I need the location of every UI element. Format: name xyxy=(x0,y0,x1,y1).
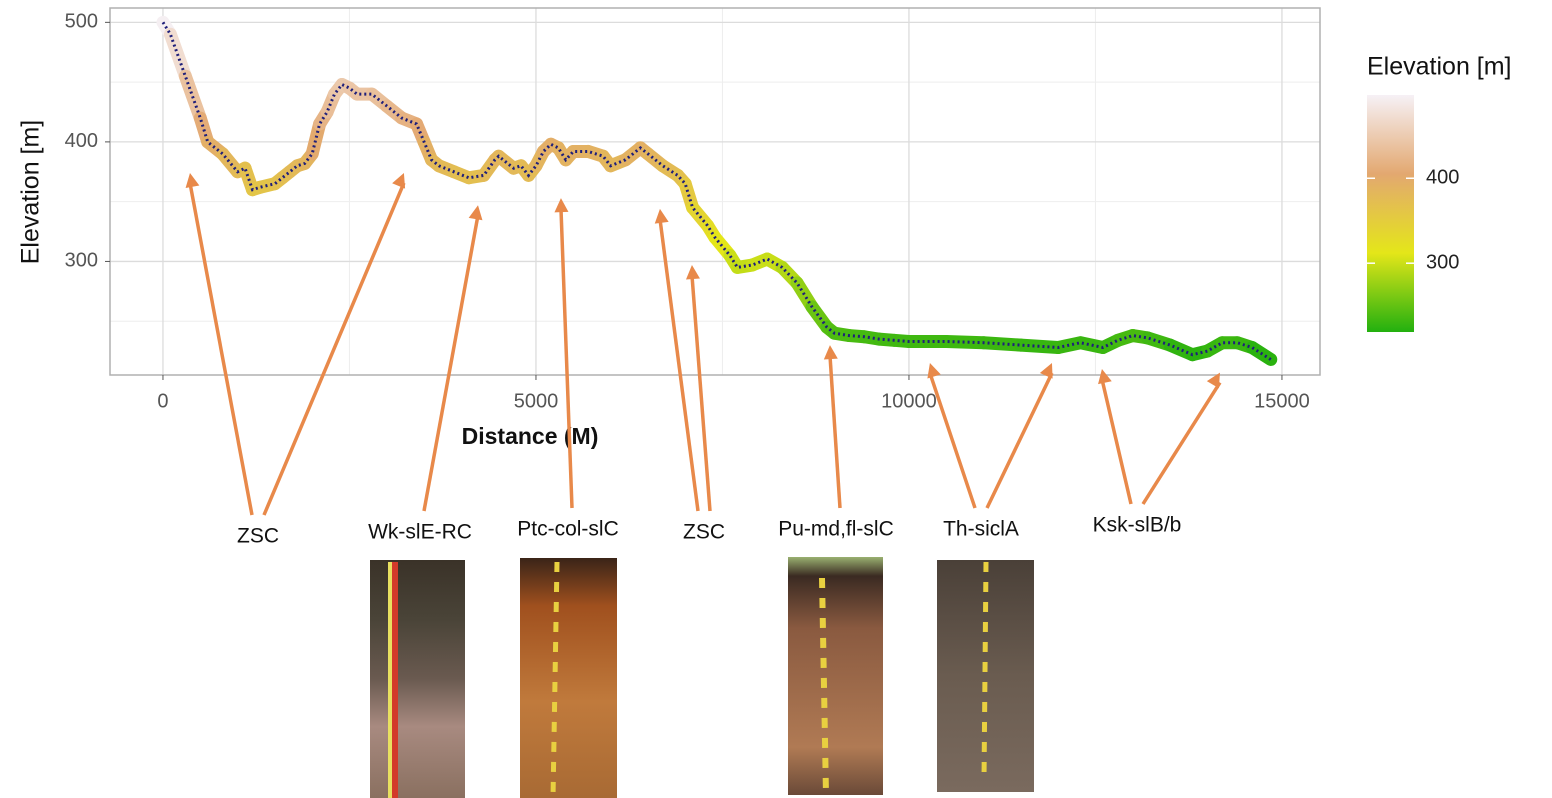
arrow-head xyxy=(1098,369,1112,385)
arrow-head xyxy=(392,172,406,189)
annotation-label: ZSC xyxy=(237,525,279,548)
annotation-arrow xyxy=(690,274,712,512)
measuring-stick xyxy=(981,561,989,781)
annotation-label: Wk-slE-RC xyxy=(368,521,472,544)
annotation-arrow xyxy=(1100,378,1133,505)
profile-line xyxy=(161,21,1272,361)
x-tick-label: 15000 xyxy=(1254,390,1310,412)
y-tick-label: 400 xyxy=(65,130,98,152)
x-axis-title: Distance (M) xyxy=(462,423,599,449)
arrow-head xyxy=(1206,372,1220,389)
measuring-stick xyxy=(388,562,392,798)
annotation-arrow xyxy=(422,214,480,512)
annotation-arrow xyxy=(262,182,406,516)
soil-photo xyxy=(370,560,465,798)
soil-photo xyxy=(788,557,883,795)
annotation-arrow xyxy=(658,218,700,512)
arrow-head xyxy=(654,208,669,224)
annotation-arrow xyxy=(985,372,1054,509)
soil-photos xyxy=(370,557,1034,798)
colorbar-tick-label: 400 xyxy=(1426,167,1459,189)
annotation-label: Th-siclA xyxy=(943,518,1019,541)
measuring-stick xyxy=(388,562,398,798)
soil-photo xyxy=(520,558,617,798)
arrow-head xyxy=(554,198,569,213)
x-tick-label: 10000 xyxy=(881,390,937,412)
annotation-arrow xyxy=(188,182,254,516)
arrow-head xyxy=(468,205,483,221)
y-axis-title: Elevation [m] xyxy=(17,120,45,265)
annotation-arrow xyxy=(928,372,977,509)
x-tick-label: 0 xyxy=(157,390,168,412)
plot-border xyxy=(109,7,1321,376)
annotation-label: ZSC xyxy=(683,521,725,544)
annotation-label: Ptc-col-slC xyxy=(517,518,619,541)
arrow-head xyxy=(1039,363,1053,379)
arrow-head xyxy=(823,345,838,360)
y-tick-label: 300 xyxy=(65,250,98,272)
annotation-arrow xyxy=(828,354,842,509)
measuring-stick xyxy=(819,577,829,796)
colorbar-tick-label: 300 xyxy=(1426,251,1459,273)
annotation-label: Pu-md,fl-slC xyxy=(778,518,894,541)
arrow-head xyxy=(927,363,941,379)
annotation-arrow xyxy=(1141,381,1222,505)
arrow-head xyxy=(685,265,700,280)
arrow-head xyxy=(185,172,200,188)
x-tick-label: 5000 xyxy=(514,390,559,412)
annotation-label: Ksk-slB/b xyxy=(1093,514,1182,537)
legend-title: Elevation [m] xyxy=(1367,53,1512,81)
soil-photo xyxy=(937,560,1034,792)
y-tick-label: 500 xyxy=(65,11,98,33)
annotation-arrow xyxy=(559,208,574,509)
colorbar xyxy=(1367,95,1414,332)
